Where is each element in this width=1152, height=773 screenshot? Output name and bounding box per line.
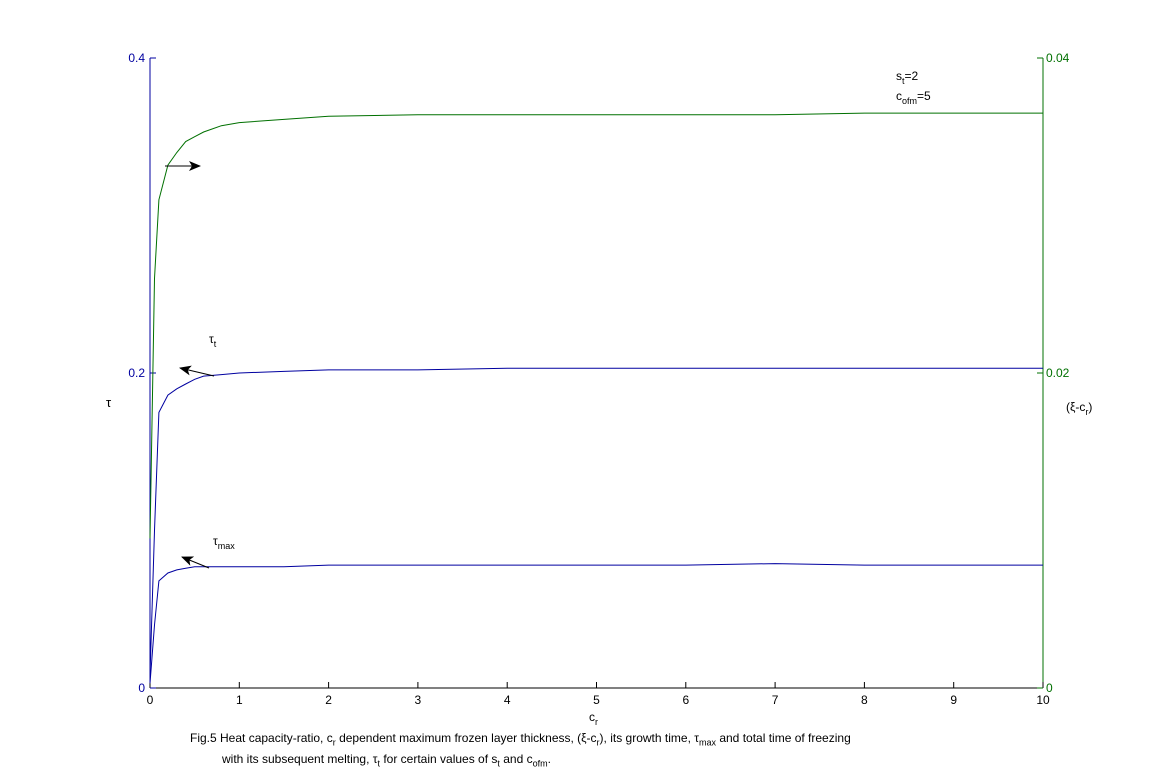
- y-right-tick-label: 0: [1046, 681, 1053, 695]
- x-tick-label: 2: [325, 693, 332, 707]
- x-tick-label: 8: [861, 693, 868, 707]
- caption-text: and total time of freezing: [716, 731, 851, 745]
- series-line-xi-minus-cr: [149, 112, 1043, 539]
- caption-sub: ofm: [532, 758, 548, 769]
- caption-sub: r: [332, 737, 336, 748]
- caption-text: .: [547, 752, 551, 767]
- caption-sub: t: [497, 758, 500, 769]
- x-tick-label: 7: [772, 693, 779, 707]
- annotation-tau-t: τt: [209, 332, 217, 349]
- y-right-axis-label: (ξ-cr): [1066, 400, 1092, 417]
- x-tick-label: 1: [236, 693, 243, 707]
- y-left-tick-label: 0.2: [128, 366, 145, 380]
- caption-text: and c: [499, 752, 533, 767]
- series-line-tau-max: [149, 563, 1043, 684]
- annotation-cofm: cofm=5: [896, 89, 931, 106]
- y-left-axis-label: τ: [106, 395, 112, 410]
- caption-line2: with its subsequent melting, τt for cert…: [190, 751, 851, 772]
- annotation-tau-max: τmax: [213, 534, 235, 551]
- annotation-st: st=2: [896, 69, 919, 86]
- caption-text: Fig.5 Heat capacity-ratio, c: [190, 731, 333, 745]
- y-left-tick-label: 0: [138, 681, 145, 695]
- y-right-tick-label: 0.02: [1046, 366, 1070, 380]
- caption-line1: Fig.5 Heat capacity-ratio, cr dependent …: [190, 731, 851, 748]
- x-tick-label: 3: [415, 693, 422, 707]
- x-tick-label: 6: [682, 693, 689, 707]
- caption-text: dependent maximum frozen layer thickness…: [335, 731, 597, 745]
- caption-text: for certain values of s: [380, 752, 498, 767]
- caption-sub: r: [596, 737, 600, 748]
- y-right-tick-label: 0.04: [1046, 51, 1070, 65]
- x-tick-label: 5: [593, 693, 600, 707]
- annotation-arrow-tau-max: [181, 556, 210, 569]
- x-tick-label: 10: [1036, 693, 1050, 707]
- caption-text: with its subsequent melting, τ: [222, 752, 378, 767]
- caption-sub: max: [698, 737, 716, 748]
- figure-caption: Fig.5 Heat capacity-ratio, cr dependent …: [190, 730, 851, 773]
- annotation-arrow-tau-t: [179, 365, 215, 377]
- x-axis-label: cr: [589, 710, 598, 727]
- y-left-tick-label: 0.4: [128, 51, 145, 65]
- caption-sub: t: [377, 758, 380, 769]
- series-line-tau-t: [149, 367, 1043, 676]
- x-tick-label: 4: [504, 693, 511, 707]
- x-tick-label: 9: [950, 693, 957, 707]
- caption-text: ), its growth time, τ: [599, 731, 699, 745]
- x-tick-label: 0: [147, 693, 154, 707]
